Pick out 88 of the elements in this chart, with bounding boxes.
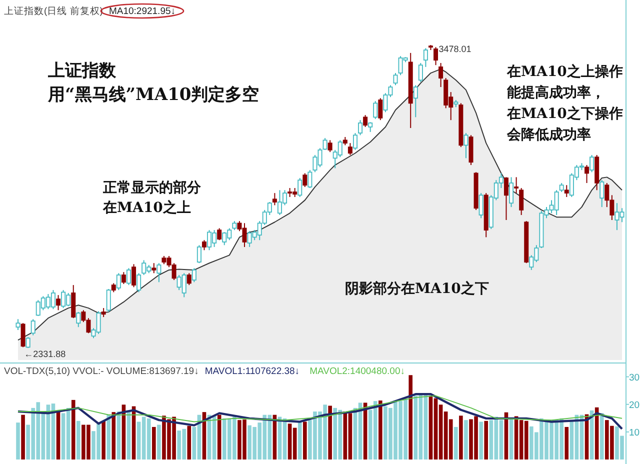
bar bbox=[564, 426, 569, 460]
candlestick bbox=[121, 272, 126, 284]
bar bbox=[21, 414, 25, 460]
y-tick-label: 10 bbox=[629, 427, 640, 438]
candlestick bbox=[322, 138, 328, 150]
bar bbox=[378, 400, 382, 460]
bar bbox=[217, 414, 222, 460]
candlestick bbox=[116, 272, 121, 291]
bar bbox=[102, 420, 106, 460]
candlestick bbox=[378, 98, 383, 121]
bar bbox=[187, 426, 192, 460]
candlestick bbox=[464, 132, 468, 159]
candlestick bbox=[590, 154, 594, 173]
candlestick bbox=[328, 140, 332, 153]
candlestick bbox=[30, 318, 36, 336]
bar bbox=[459, 416, 463, 460]
candlestick bbox=[519, 188, 524, 216]
line-series bbox=[16, 393, 624, 430]
candlestick bbox=[358, 120, 363, 136]
bar bbox=[152, 426, 156, 460]
candlestick bbox=[423, 48, 428, 68]
candlestick bbox=[509, 176, 514, 208]
candlestick bbox=[308, 170, 312, 189]
candlestick bbox=[76, 312, 81, 328]
candlestick bbox=[196, 244, 202, 264]
candlestick bbox=[202, 240, 206, 251]
y-tick-label: 20 bbox=[629, 400, 640, 411]
bar bbox=[509, 418, 514, 460]
candlestick bbox=[434, 46, 438, 66]
candlestick bbox=[418, 62, 423, 83]
candlestick bbox=[504, 176, 508, 221]
candlestick bbox=[368, 122, 373, 132]
candlestick bbox=[26, 336, 30, 348]
candlestick bbox=[136, 272, 142, 293]
annotation: 在MA10之上操作能提高成功率，在MA10之下操作会降低成功率 bbox=[506, 63, 623, 143]
candlestick bbox=[600, 180, 604, 208]
annotation: 正常显示的部分在MA10之上 bbox=[102, 179, 202, 216]
bar bbox=[484, 420, 488, 460]
candlestick bbox=[217, 228, 222, 241]
candlestick bbox=[363, 114, 368, 128]
text: 用“黑马线”MA10判定多空 bbox=[47, 85, 260, 105]
annotation: 阴影部分在MA10之下 bbox=[345, 280, 489, 297]
candlestick bbox=[352, 132, 358, 150]
candlestick bbox=[514, 176, 519, 194]
candlestick bbox=[348, 142, 352, 156]
candlestick bbox=[132, 264, 136, 288]
bar bbox=[298, 422, 302, 460]
bar bbox=[454, 426, 458, 460]
bar bbox=[71, 400, 76, 460]
annotation: VOL-TDX(5,10) VVOL:- VOLUME:813697.19↓ bbox=[4, 366, 199, 377]
text: MAVOL1:1107622.38↓ bbox=[204, 366, 300, 377]
candlestick bbox=[192, 268, 196, 283]
text: MAVOL2:1400480.00↓ bbox=[310, 366, 405, 377]
bar bbox=[157, 424, 161, 460]
candlestick bbox=[106, 288, 111, 313]
bar bbox=[479, 422, 483, 460]
line-series bbox=[18, 395, 622, 422]
candlestick bbox=[56, 294, 61, 311]
bar bbox=[408, 375, 412, 460]
candlestick bbox=[302, 172, 308, 188]
candlestick bbox=[272, 192, 277, 206]
candlestick bbox=[393, 72, 398, 86]
text: 上证指数 bbox=[47, 61, 117, 81]
candlestick bbox=[20, 322, 26, 348]
candlestick bbox=[152, 262, 156, 274]
candlestick bbox=[564, 184, 569, 198]
candlestick bbox=[156, 262, 162, 283]
candlestick bbox=[373, 100, 378, 120]
bar bbox=[76, 420, 80, 460]
candlestick bbox=[438, 62, 444, 88]
candlestick bbox=[186, 272, 192, 286]
y-tick-label: 30 bbox=[629, 372, 640, 384]
candlestick bbox=[584, 164, 590, 184]
candlestick bbox=[16, 318, 20, 330]
candlestick bbox=[478, 192, 484, 219]
bar bbox=[106, 414, 110, 460]
bar bbox=[328, 406, 332, 460]
annotation: 3478.01 bbox=[438, 44, 472, 54]
candlestick bbox=[298, 177, 302, 198]
text: ←2331.88 bbox=[24, 349, 66, 359]
bar bbox=[600, 413, 604, 460]
candlestick bbox=[413, 84, 418, 118]
candlestick bbox=[126, 268, 131, 286]
bar bbox=[16, 422, 20, 460]
bar bbox=[112, 412, 116, 460]
bar bbox=[464, 420, 468, 460]
text: MA10:2921.95↓ bbox=[108, 6, 176, 17]
bar bbox=[303, 422, 307, 460]
